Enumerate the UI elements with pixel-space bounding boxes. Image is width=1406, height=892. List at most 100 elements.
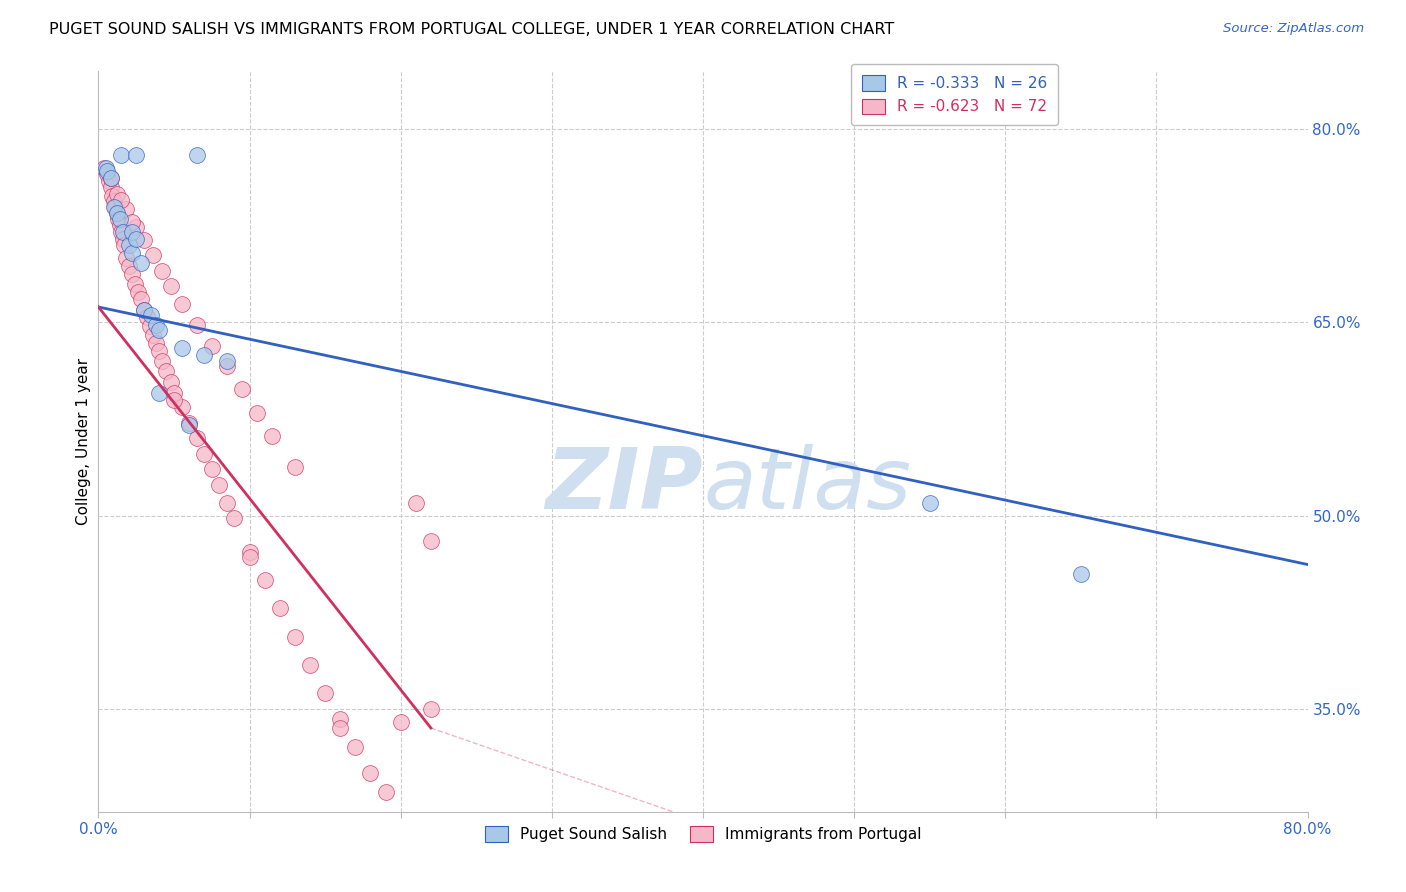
Y-axis label: College, Under 1 year: College, Under 1 year xyxy=(76,358,91,525)
Point xyxy=(118,259,141,273)
Point xyxy=(110,225,132,239)
Point xyxy=(105,206,128,220)
Point xyxy=(103,200,125,214)
Point xyxy=(148,343,170,358)
Point xyxy=(253,573,276,587)
Point xyxy=(269,601,291,615)
Point xyxy=(132,302,155,317)
Point xyxy=(114,202,136,216)
Point xyxy=(100,180,122,194)
Point xyxy=(129,292,152,306)
Point xyxy=(360,766,382,780)
Point xyxy=(100,171,122,186)
Point xyxy=(239,549,262,564)
Point xyxy=(132,302,155,317)
Legend: Puget Sound Salish, Immigrants from Portugal: Puget Sound Salish, Immigrants from Port… xyxy=(478,821,928,848)
Point xyxy=(224,511,246,525)
Point xyxy=(329,712,352,726)
Point xyxy=(142,248,165,262)
Point xyxy=(420,702,443,716)
Point xyxy=(284,630,307,644)
Point xyxy=(125,148,148,162)
Point xyxy=(139,319,162,334)
Point xyxy=(193,447,215,461)
Point xyxy=(141,308,163,322)
Point xyxy=(142,328,165,343)
Point xyxy=(145,336,167,351)
Point xyxy=(163,386,186,401)
Point xyxy=(186,148,208,162)
Point xyxy=(132,233,155,247)
Point xyxy=(96,163,118,178)
Point xyxy=(112,238,135,252)
Point xyxy=(186,318,208,332)
Point xyxy=(170,341,193,355)
Point xyxy=(193,348,215,362)
Point xyxy=(124,277,146,291)
Point xyxy=(201,338,224,352)
Point xyxy=(108,212,131,227)
Point xyxy=(155,364,177,378)
Point xyxy=(215,359,238,374)
Point xyxy=(118,238,141,252)
Point xyxy=(246,406,269,420)
Point xyxy=(110,193,132,207)
Point xyxy=(208,477,231,491)
Point xyxy=(111,225,134,239)
Point xyxy=(105,186,128,201)
Point xyxy=(201,462,224,476)
Point xyxy=(110,148,132,162)
Point xyxy=(105,206,128,220)
Point xyxy=(93,161,115,175)
Point xyxy=(96,167,118,181)
Point xyxy=(150,264,173,278)
Point xyxy=(389,714,412,729)
Point xyxy=(405,496,427,510)
Point xyxy=(129,256,152,270)
Point xyxy=(160,279,183,293)
Text: ZIP: ZIP xyxy=(546,444,703,527)
Point xyxy=(160,375,183,389)
Point xyxy=(262,429,284,443)
Text: atlas: atlas xyxy=(703,444,911,527)
Point xyxy=(101,189,124,203)
Point xyxy=(104,200,127,214)
Point xyxy=(150,354,173,368)
Point xyxy=(121,267,143,281)
Point xyxy=(179,418,201,433)
Point xyxy=(121,215,143,229)
Point xyxy=(98,174,121,188)
Point xyxy=(1070,566,1092,581)
Point xyxy=(103,194,125,209)
Point xyxy=(127,285,149,299)
Point xyxy=(107,212,129,227)
Point xyxy=(299,657,322,672)
Point xyxy=(148,386,170,401)
Point xyxy=(170,401,193,415)
Point xyxy=(314,686,336,700)
Point xyxy=(114,251,136,265)
Point xyxy=(163,392,186,407)
Point xyxy=(239,544,262,558)
Point xyxy=(125,220,148,235)
Point xyxy=(215,496,238,510)
Point xyxy=(148,323,170,337)
Text: PUGET SOUND SALISH VS IMMIGRANTS FROM PORTUGAL COLLEGE, UNDER 1 YEAR CORRELATION: PUGET SOUND SALISH VS IMMIGRANTS FROM PO… xyxy=(49,22,894,37)
Point xyxy=(100,171,122,186)
Point xyxy=(215,354,238,368)
Point xyxy=(94,161,117,175)
Point xyxy=(121,225,143,239)
Point xyxy=(121,246,143,260)
Point xyxy=(344,740,367,755)
Point xyxy=(329,721,352,735)
Point xyxy=(170,297,193,311)
Point xyxy=(284,459,307,474)
Point xyxy=(374,785,396,799)
Point xyxy=(108,218,131,232)
Point xyxy=(111,232,134,246)
Text: Source: ZipAtlas.com: Source: ZipAtlas.com xyxy=(1223,22,1364,36)
Point xyxy=(145,318,167,332)
Point xyxy=(918,496,941,510)
Point xyxy=(179,416,201,430)
Point xyxy=(135,310,157,325)
